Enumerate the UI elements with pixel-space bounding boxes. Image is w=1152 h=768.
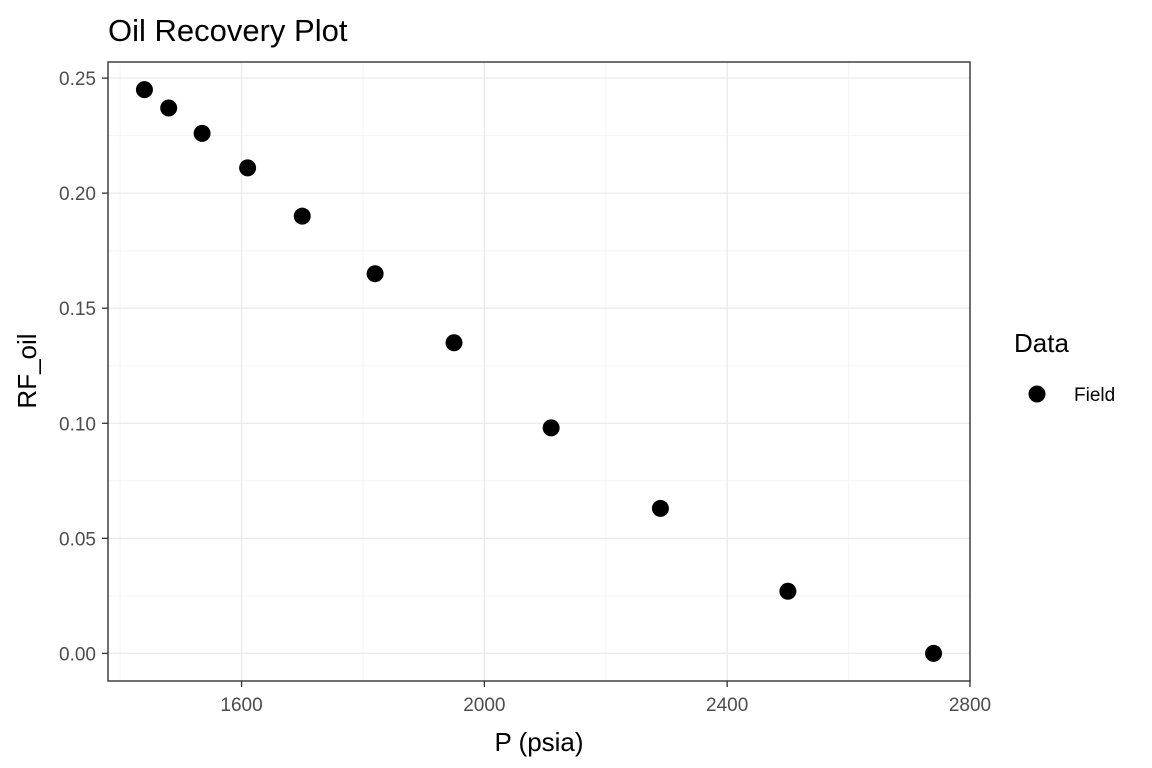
data-point-6: [445, 334, 463, 352]
data-point-1: [160, 99, 178, 117]
data-point-0: [135, 81, 153, 99]
x-tick-label-2: 2400: [706, 695, 748, 716]
y-axis-title: RF_oil: [12, 333, 42, 408]
x-tick-label-1: 2000: [463, 695, 505, 716]
legend-title: Data: [1014, 328, 1069, 358]
y-tick-label-4: 0.20: [59, 184, 96, 205]
data-points: [135, 81, 943, 662]
data-point-5: [366, 265, 384, 283]
data-point-7: [542, 419, 560, 437]
x-tick-label-0: 1600: [220, 695, 262, 716]
y-tick-label-5: 0.25: [59, 69, 96, 90]
legend-label-field: Field: [1074, 385, 1115, 406]
panel-border: [107, 61, 971, 682]
grid-minor: [108, 62, 970, 681]
x-axis-ticks: 1600 2000 2400 2800: [220, 681, 991, 716]
data-point-10: [925, 644, 943, 662]
legend: Data Field: [1014, 328, 1115, 406]
y-tick-label-3: 0.15: [59, 299, 96, 320]
data-point-3: [239, 159, 257, 177]
y-axis-ticks: 0.00 0.05 0.10 0.15 0.20 0.25: [59, 69, 108, 665]
y-tick-label-1: 0.05: [59, 529, 96, 550]
x-tick-label-3: 2800: [949, 695, 991, 716]
data-point-2: [193, 124, 211, 142]
data-point-9: [779, 582, 797, 600]
data-point-8: [651, 499, 669, 517]
y-tick-label-0: 0.00: [59, 644, 96, 665]
y-tick-label-2: 0.10: [59, 414, 96, 435]
x-axis-title: P (psia): [494, 727, 583, 757]
legend-key-field: [1028, 385, 1046, 403]
grid-major: [108, 62, 971, 681]
chart-title: Oil Recovery Plot: [108, 13, 348, 48]
data-point-4: [293, 207, 311, 225]
